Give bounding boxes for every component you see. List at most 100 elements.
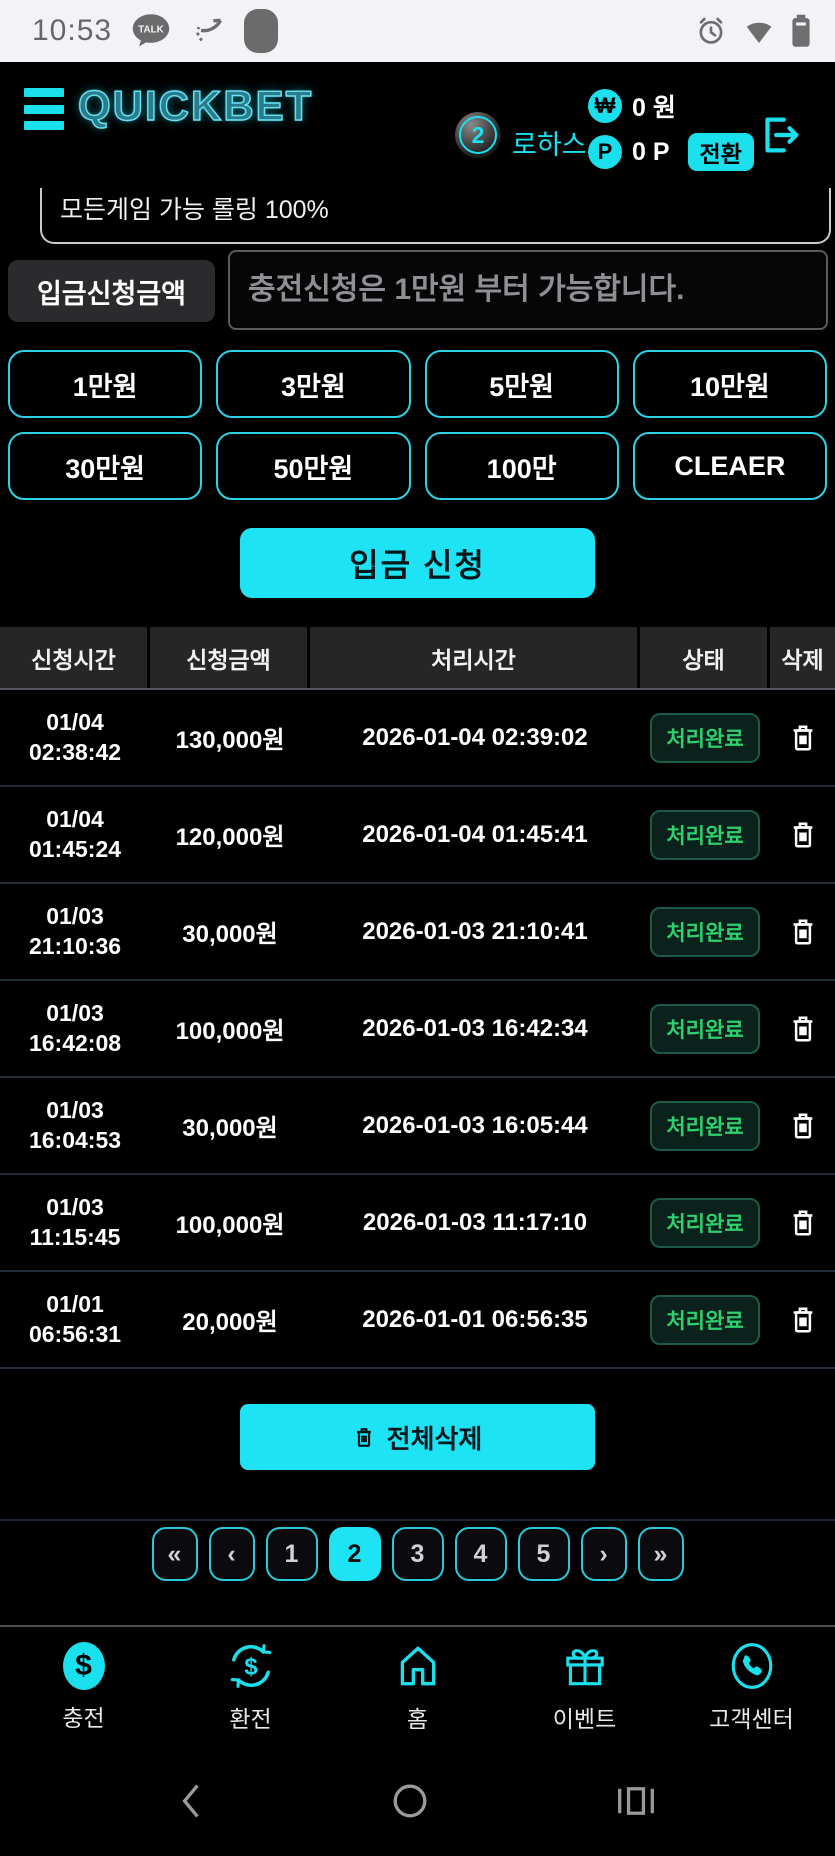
nav-home[interactable]: 홈: [334, 1627, 501, 1747]
trash-icon: [793, 725, 812, 750]
page-5-button[interactable]: 5: [517, 1527, 570, 1581]
row-date: 01/03: [46, 902, 104, 929]
header-request-time: 신청시간: [0, 627, 150, 688]
nav-label: 충전: [62, 1704, 105, 1731]
trash-icon: [793, 1210, 812, 1235]
deposit-amount-label-button[interactable]: 입금신청금액: [8, 260, 215, 322]
balance-panel: ₩ 0 원 P 0 P 전환: [588, 88, 754, 171]
page-first-button[interactable]: «: [151, 1527, 198, 1581]
gift-icon: [565, 1648, 604, 1685]
table-row: 01/03 11:15:45 100,000원 2026-01-03 11:17:…: [0, 1175, 835, 1272]
delete-row-button[interactable]: [788, 1303, 818, 1337]
page-last-button[interactable]: »: [637, 1527, 684, 1581]
delete-row-button[interactable]: [788, 721, 818, 755]
table-row: 01/01 06:56:31 20,000원 2026-01-01 06:56:3…: [0, 1272, 835, 1369]
menu-button[interactable]: [24, 88, 64, 130]
nav-events[interactable]: 이벤트: [501, 1627, 668, 1747]
status-bar: 10:53 TALK: [0, 0, 835, 62]
logout-icon: [765, 117, 799, 153]
row-date: 01/01: [46, 1290, 104, 1317]
row-date: 01/03: [46, 1193, 104, 1220]
nav-label: 고객센터: [709, 1705, 794, 1732]
android-back-button[interactable]: [170, 1773, 212, 1829]
nav-label: 홈: [406, 1705, 429, 1732]
table-row: 01/03 21:10:36 30,000원 2026-01-03 21:10:4…: [0, 884, 835, 981]
android-home-button[interactable]: [382, 1773, 438, 1829]
amount-button-500000[interactable]: 50만원: [216, 432, 411, 500]
amount-button-50000[interactable]: 5만원: [424, 350, 619, 418]
delete-row-button[interactable]: [788, 1206, 818, 1240]
amount-button-300000[interactable]: 30만원: [8, 432, 203, 500]
delete-row-button[interactable]: [788, 818, 818, 852]
nav-support[interactable]: 고객센터: [668, 1627, 835, 1747]
trash-icon: [356, 1427, 371, 1447]
amount-quick-buttons-row1: 1만원 3만원 5만원 10만원: [8, 350, 827, 418]
amount-button-100000[interactable]: 10만원: [632, 350, 827, 418]
row-amount: 100,000원: [175, 1212, 285, 1239]
user-level-badge: 2: [455, 112, 501, 158]
delete-all-button[interactable]: 전체삭제: [240, 1404, 595, 1470]
header-status: 상태: [640, 627, 770, 688]
notice-box: 모든게임 가능 롤링 100%: [40, 188, 831, 244]
won-balance: 0 원: [632, 94, 676, 122]
trash-icon: [793, 1307, 812, 1332]
status-badge: 처리완료: [650, 1294, 760, 1345]
alarm-clock-icon: [699, 17, 723, 44]
amount-button-30000[interactable]: 3만원: [216, 350, 411, 418]
row-time: 21:10:36: [28, 932, 122, 959]
row-time: 06:56:31: [28, 1320, 122, 1347]
page-next-button[interactable]: ›: [580, 1527, 627, 1581]
app-notification-icon: [244, 9, 279, 53]
row-processed: 2026-01-04 02:39:02: [362, 723, 588, 751]
page-4-button[interactable]: 4: [454, 1527, 507, 1581]
page-2-button-active[interactable]: 2: [328, 1527, 381, 1581]
status-badge: 처리완료: [650, 1197, 760, 1248]
row-processed: 2026-01-03 21:10:41: [362, 917, 588, 945]
trash-icon: [793, 1113, 812, 1138]
notice-text: 모든게임 가능 롤링 100%: [60, 196, 329, 224]
nav-deposit[interactable]: $ 충전: [0, 1627, 167, 1747]
point-balance: 0 P: [632, 137, 670, 166]
status-badge: 처리완료: [650, 1003, 760, 1054]
delete-row-button[interactable]: [788, 915, 818, 949]
exchange-dollar-icon: $: [230, 1643, 271, 1688]
delete-row-button[interactable]: [788, 1012, 818, 1046]
row-amount: 30,000원: [182, 1115, 278, 1142]
convert-button[interactable]: 전환: [687, 133, 754, 171]
page-1-button[interactable]: 1: [265, 1527, 318, 1581]
header-delete: 삭제: [770, 627, 835, 688]
row-amount: 130,000원: [175, 727, 285, 754]
row-processed: 2026-01-03 16:42:34: [362, 1014, 588, 1042]
status-badge: 처리완료: [650, 712, 760, 763]
svg-text:$: $: [244, 1653, 257, 1680]
section-divider: [0, 1519, 835, 1521]
deposit-submit-button[interactable]: 입금 신청: [240, 528, 595, 598]
amount-button-10000[interactable]: 1만원: [8, 350, 203, 418]
page-3-button[interactable]: 3: [391, 1527, 444, 1581]
wifi-icon: [746, 22, 772, 43]
app-header: QUICKBET 2 로하스 ₩ 0 원 P 0 P 전환: [0, 62, 835, 171]
status-time: 10:53: [32, 14, 113, 47]
row-processed: 2026-01-03 16:05:44: [362, 1111, 588, 1139]
amount-quick-buttons-row2: 30만원 50만원 100만 CLEAER: [8, 432, 827, 500]
amount-clear-button[interactable]: CLEAER: [632, 432, 827, 500]
nav-withdraw[interactable]: $ 환전: [167, 1627, 334, 1747]
table-row: 01/03 16:04:53 30,000원 2026-01-03 16:05:4…: [0, 1078, 835, 1175]
table-row: 01/04 02:38:42 130,000원 2026-01-04 02:39:…: [0, 690, 835, 787]
deposit-history-table: 신청시간 신청금액 처리시간 상태 삭제 01/04 02:38:42 130,0…: [0, 627, 835, 1369]
amount-button-1000000[interactable]: 100만: [424, 432, 619, 500]
page-prev-button[interactable]: ‹: [208, 1527, 255, 1581]
nav-label: 이벤트: [552, 1705, 617, 1732]
row-date: 01/03: [46, 1096, 104, 1123]
row-time: 02:38:42: [28, 738, 122, 765]
delete-row-button[interactable]: [788, 1109, 818, 1143]
row-amount: 120,000원: [175, 824, 285, 851]
battery-icon: [792, 14, 810, 47]
deposit-amount-input[interactable]: [228, 250, 828, 330]
android-recents-button[interactable]: [607, 1776, 665, 1826]
logout-button[interactable]: [756, 112, 802, 161]
swoosh-notification-icon: [196, 18, 223, 42]
row-time: 16:42:08: [28, 1029, 122, 1056]
row-amount: 20,000원: [182, 1309, 278, 1336]
